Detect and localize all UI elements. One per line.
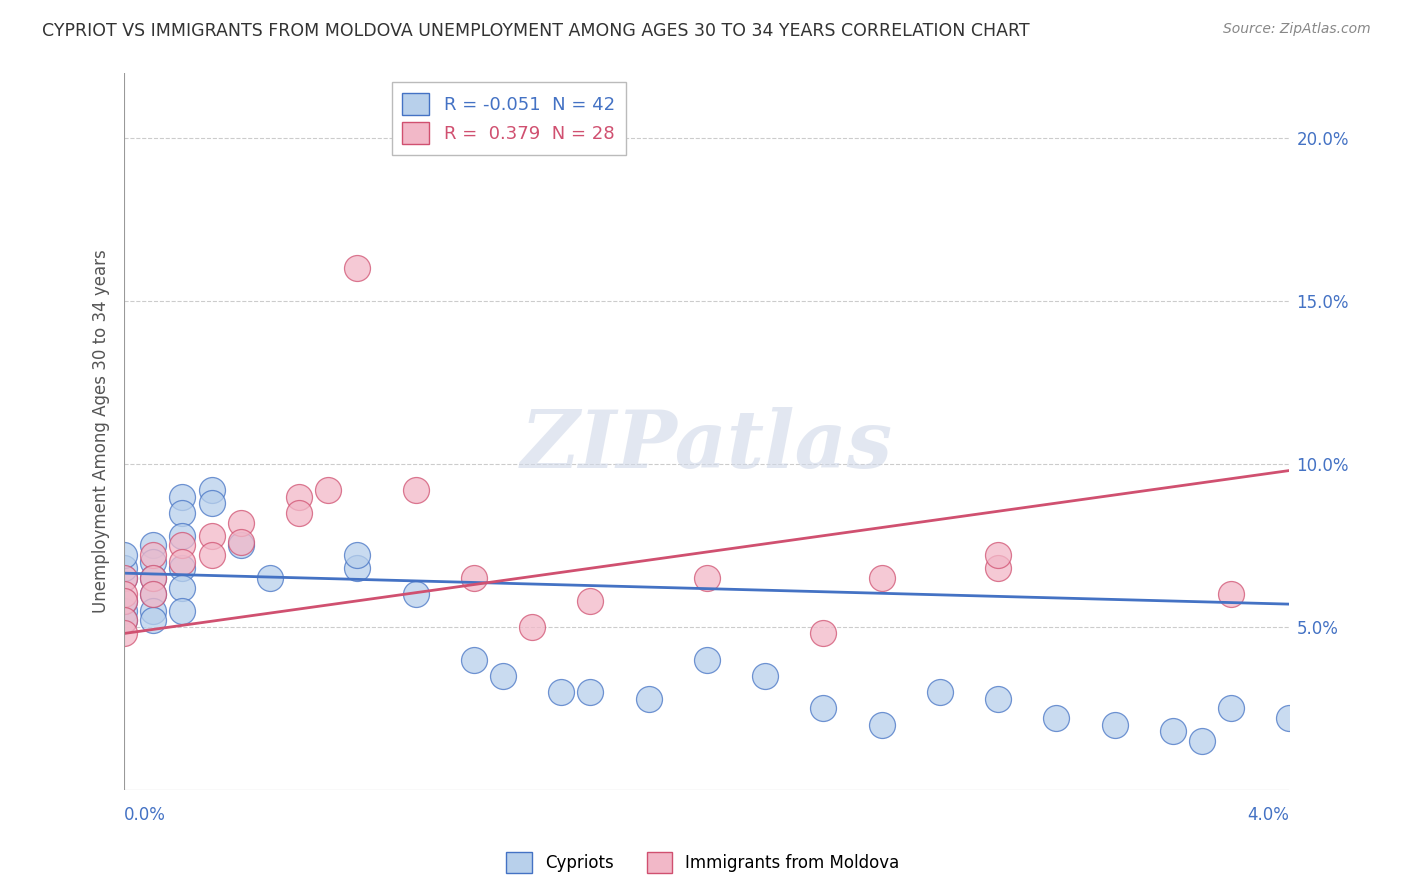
Point: [813, 701, 835, 715]
Point: [142, 571, 165, 585]
Point: [1104, 717, 1126, 731]
Point: [112, 587, 135, 601]
Point: [316, 483, 339, 497]
Point: [870, 717, 893, 731]
Point: [1278, 711, 1301, 725]
Point: [142, 587, 165, 601]
Point: [112, 614, 135, 628]
Point: [112, 571, 135, 585]
Point: [142, 604, 165, 618]
Point: [550, 685, 572, 699]
Point: [112, 594, 135, 608]
Point: [112, 626, 135, 640]
Point: [142, 571, 165, 585]
Point: [229, 535, 252, 549]
Legend: R = -0.051  N = 42, R =  0.379  N = 28: R = -0.051 N = 42, R = 0.379 N = 28: [391, 82, 626, 155]
Point: [1161, 724, 1184, 739]
Point: [813, 626, 835, 640]
Point: [142, 614, 165, 628]
Point: [463, 571, 485, 585]
Point: [987, 561, 1010, 575]
Point: [637, 691, 659, 706]
Point: [870, 571, 893, 585]
Text: 4.0%: 4.0%: [1247, 806, 1289, 824]
Point: [520, 620, 543, 634]
Point: [172, 539, 194, 553]
Point: [288, 490, 311, 504]
Point: [172, 581, 194, 595]
Point: [229, 516, 252, 530]
Point: [112, 571, 135, 585]
Point: [1220, 701, 1243, 715]
Text: CYPRIOT VS IMMIGRANTS FROM MOLDOVA UNEMPLOYMENT AMONG AGES 30 TO 34 YEARS CORREL: CYPRIOT VS IMMIGRANTS FROM MOLDOVA UNEMP…: [42, 22, 1029, 40]
Point: [492, 669, 515, 683]
Point: [229, 539, 252, 553]
Text: Source: ZipAtlas.com: Source: ZipAtlas.com: [1223, 22, 1371, 37]
Point: [142, 555, 165, 569]
Point: [142, 539, 165, 553]
Point: [987, 691, 1010, 706]
Point: [172, 506, 194, 520]
Y-axis label: Unemployment Among Ages 30 to 34 years: Unemployment Among Ages 30 to 34 years: [93, 250, 110, 614]
Point: [112, 604, 135, 618]
Point: [405, 483, 427, 497]
Point: [259, 571, 281, 585]
Point: [346, 561, 368, 575]
Point: [696, 571, 718, 585]
Point: [172, 529, 194, 543]
Point: [172, 555, 194, 569]
Point: [579, 594, 602, 608]
Point: [201, 548, 224, 562]
Point: [142, 587, 165, 601]
Point: [346, 548, 368, 562]
Point: [112, 614, 135, 628]
Point: [987, 548, 1010, 562]
Point: [288, 506, 311, 520]
Point: [754, 669, 776, 683]
Point: [579, 685, 602, 699]
Point: [172, 561, 194, 575]
Point: [172, 490, 194, 504]
Point: [1045, 711, 1067, 725]
Text: 0.0%: 0.0%: [124, 806, 166, 824]
Point: [112, 548, 135, 562]
Point: [201, 529, 224, 543]
Point: [112, 594, 135, 608]
Point: [201, 496, 224, 510]
Point: [172, 604, 194, 618]
Text: ZIPatlas: ZIPatlas: [520, 407, 893, 484]
Point: [346, 261, 368, 276]
Point: [201, 483, 224, 497]
Point: [405, 587, 427, 601]
Legend: Cypriots, Immigrants from Moldova: Cypriots, Immigrants from Moldova: [501, 846, 905, 880]
Point: [696, 652, 718, 666]
Point: [1220, 587, 1243, 601]
Point: [1191, 734, 1213, 748]
Point: [142, 548, 165, 562]
Point: [928, 685, 950, 699]
Point: [112, 561, 135, 575]
Point: [463, 652, 485, 666]
